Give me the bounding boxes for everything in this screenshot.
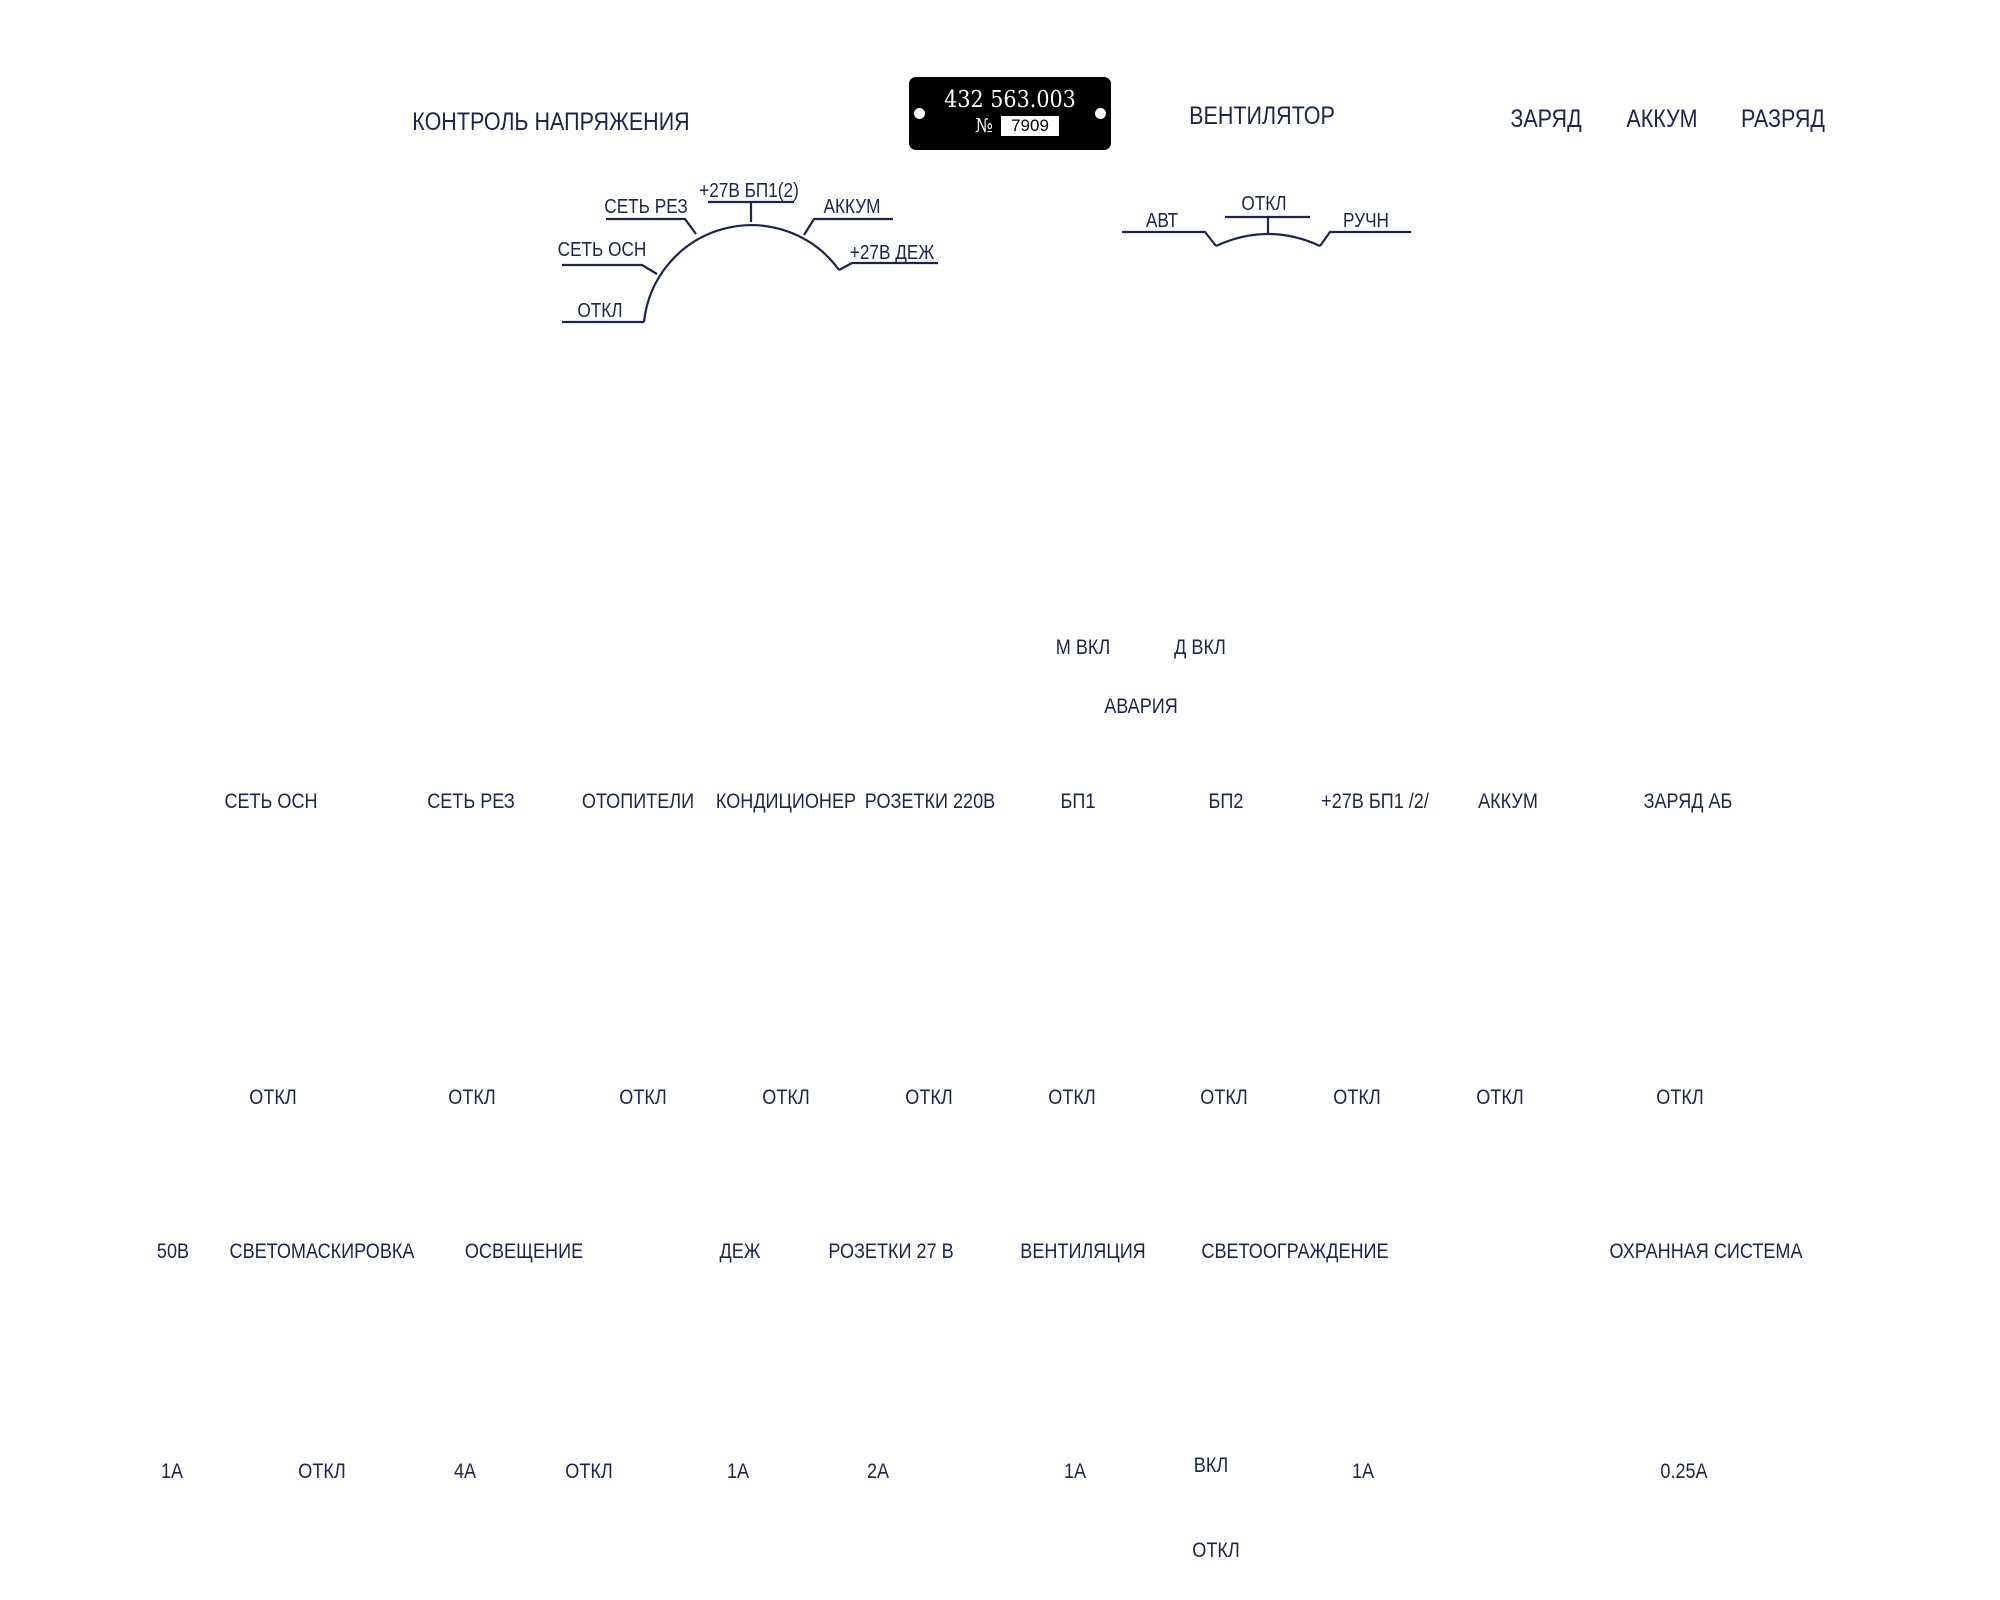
voltage-tick-psu xyxy=(708,200,794,222)
alarm-indicator: АВАРИЯ xyxy=(1104,695,1178,718)
voltage-pos-standby[interactable]: +27В ДЕЖ xyxy=(849,242,935,264)
battery-label: АККУМ xyxy=(1626,105,1698,133)
switch-label-psu2: БП2 xyxy=(1208,790,1244,813)
voltage-pos-psu[interactable]: +27В БП1(2) xyxy=(699,180,799,202)
voltage-control-title: КОНТРОЛЬ НАПРЯЖЕНИЯ xyxy=(412,108,690,136)
off-label-heaters[interactable]: ОТКЛ xyxy=(619,1086,667,1109)
voltage-tick-main-net xyxy=(562,263,658,275)
switch-label-27v-psu: +27В БП1 /2/ xyxy=(1321,790,1429,813)
fuse-rating-sockets-27v: 2А xyxy=(866,1460,890,1483)
voltage-dial-arc xyxy=(642,224,840,323)
fan-dial-arc xyxy=(1215,232,1321,247)
switch-label-air-conditioner: КОНДИЦИОНЕР xyxy=(715,790,857,813)
row2-label-light-fence: СВЕТООГРАЖДЕНИЕ xyxy=(1201,1240,1389,1263)
off-label-battery-charge[interactable]: ОТКЛ xyxy=(1656,1086,1704,1109)
m-on-indicator: М ВКЛ xyxy=(1055,636,1111,659)
plate-hole-right xyxy=(1095,108,1106,119)
voltage-tick-standby xyxy=(838,261,938,271)
discharge-label: РАЗРЯД xyxy=(1741,105,1825,133)
fuse-rating-ventilation: 1А xyxy=(1063,1460,1087,1483)
row2-label-standby: ДЕЖ xyxy=(719,1240,761,1263)
charge-label: ЗАРЯД xyxy=(1510,105,1582,133)
plate-hole-left xyxy=(914,108,925,119)
lighting-off-label[interactable]: ОТКЛ xyxy=(565,1460,613,1483)
light-fence-on-label[interactable]: ВКЛ xyxy=(1193,1454,1229,1477)
plate-number-sign: № xyxy=(975,115,993,137)
d-on-indicator: Д ВКЛ xyxy=(1174,636,1226,659)
voltage-pos-main-net[interactable]: СЕТЬ ОСН xyxy=(557,239,647,261)
switch-label-psu1: БП1 xyxy=(1060,790,1096,813)
switch-label-reserve-net: СЕТЬ РЕЗ xyxy=(427,790,515,813)
voltage-tick-reserve-net xyxy=(606,217,697,235)
fan-tick-off xyxy=(1225,215,1310,235)
fan-tick-auto xyxy=(1122,230,1217,247)
switch-label-battery-charge: ЗАРЯД АБ xyxy=(1643,790,1733,813)
off-label-psu1[interactable]: ОТКЛ xyxy=(1048,1086,1096,1109)
row2-label-lighting: ОСВЕЩЕНИЕ xyxy=(464,1240,584,1263)
switch-label-battery: АККУМ xyxy=(1478,790,1538,813)
voltage-pos-off[interactable]: ОТКЛ xyxy=(577,300,623,322)
fan-pos-manual[interactable]: РУЧН xyxy=(1343,210,1389,232)
off-label-psu2[interactable]: ОТКЛ xyxy=(1200,1086,1248,1109)
off-label-reserve-net[interactable]: ОТКЛ xyxy=(448,1086,496,1109)
off-label-main-net[interactable]: ОТКЛ xyxy=(249,1086,297,1109)
voltage-pos-reserve-net[interactable]: СЕТЬ РЕЗ xyxy=(604,196,688,218)
voltage-tick-battery xyxy=(803,217,893,236)
fuse-rating-light-fence: 1А xyxy=(1351,1460,1375,1483)
off-label-sockets-220v[interactable]: ОТКЛ xyxy=(905,1086,953,1109)
blackout-off-label[interactable]: ОТКЛ xyxy=(298,1460,346,1483)
off-label-battery[interactable]: ОТКЛ xyxy=(1476,1086,1524,1109)
switch-label-heaters: ОТОПИТЕЛИ xyxy=(581,790,695,813)
fan-pos-auto[interactable]: АВТ xyxy=(1145,210,1179,232)
row2-label-security-system: ОХРАННАЯ СИСТЕМА xyxy=(1609,1240,1803,1263)
light-fence-off-label[interactable]: ОТКЛ xyxy=(1192,1539,1240,1562)
row2-label-ventilation: ВЕНТИЛЯЦИЯ xyxy=(1020,1240,1146,1263)
serial-plate: 432 563.003 № 7909 xyxy=(909,77,1111,150)
row2-label-50v: 50В xyxy=(156,1240,190,1263)
plate-number: 7909 xyxy=(1001,116,1059,136)
voltage-pos-battery[interactable]: АККУМ xyxy=(823,196,881,218)
switch-label-sockets-220v: РОЗЕТКИ 220В xyxy=(864,790,996,813)
fuse-rating-security-system: 0.25А xyxy=(1660,1460,1708,1483)
fuse-rating-lighting: 4А xyxy=(453,1460,477,1483)
fuse-rating-standby: 1А xyxy=(726,1460,750,1483)
row2-label-sockets-27v: РОЗЕТКИ 27 В xyxy=(828,1240,954,1263)
row2-label-blackout: СВЕТОМАСКИРОВКА xyxy=(229,1240,415,1263)
fan-title: ВЕНТИЛЯТОР xyxy=(1189,102,1335,130)
off-label-air-conditioner[interactable]: ОТКЛ xyxy=(762,1086,810,1109)
fan-pos-off[interactable]: ОТКЛ xyxy=(1241,193,1287,215)
switch-label-main-net: СЕТЬ ОСН xyxy=(224,790,318,813)
fuse-rating-50v: 1А xyxy=(160,1460,184,1483)
plate-code: 432 563.003 xyxy=(944,87,1076,113)
off-label-27v-psu[interactable]: ОТКЛ xyxy=(1333,1086,1381,1109)
fan-tick-manual xyxy=(1319,230,1411,247)
